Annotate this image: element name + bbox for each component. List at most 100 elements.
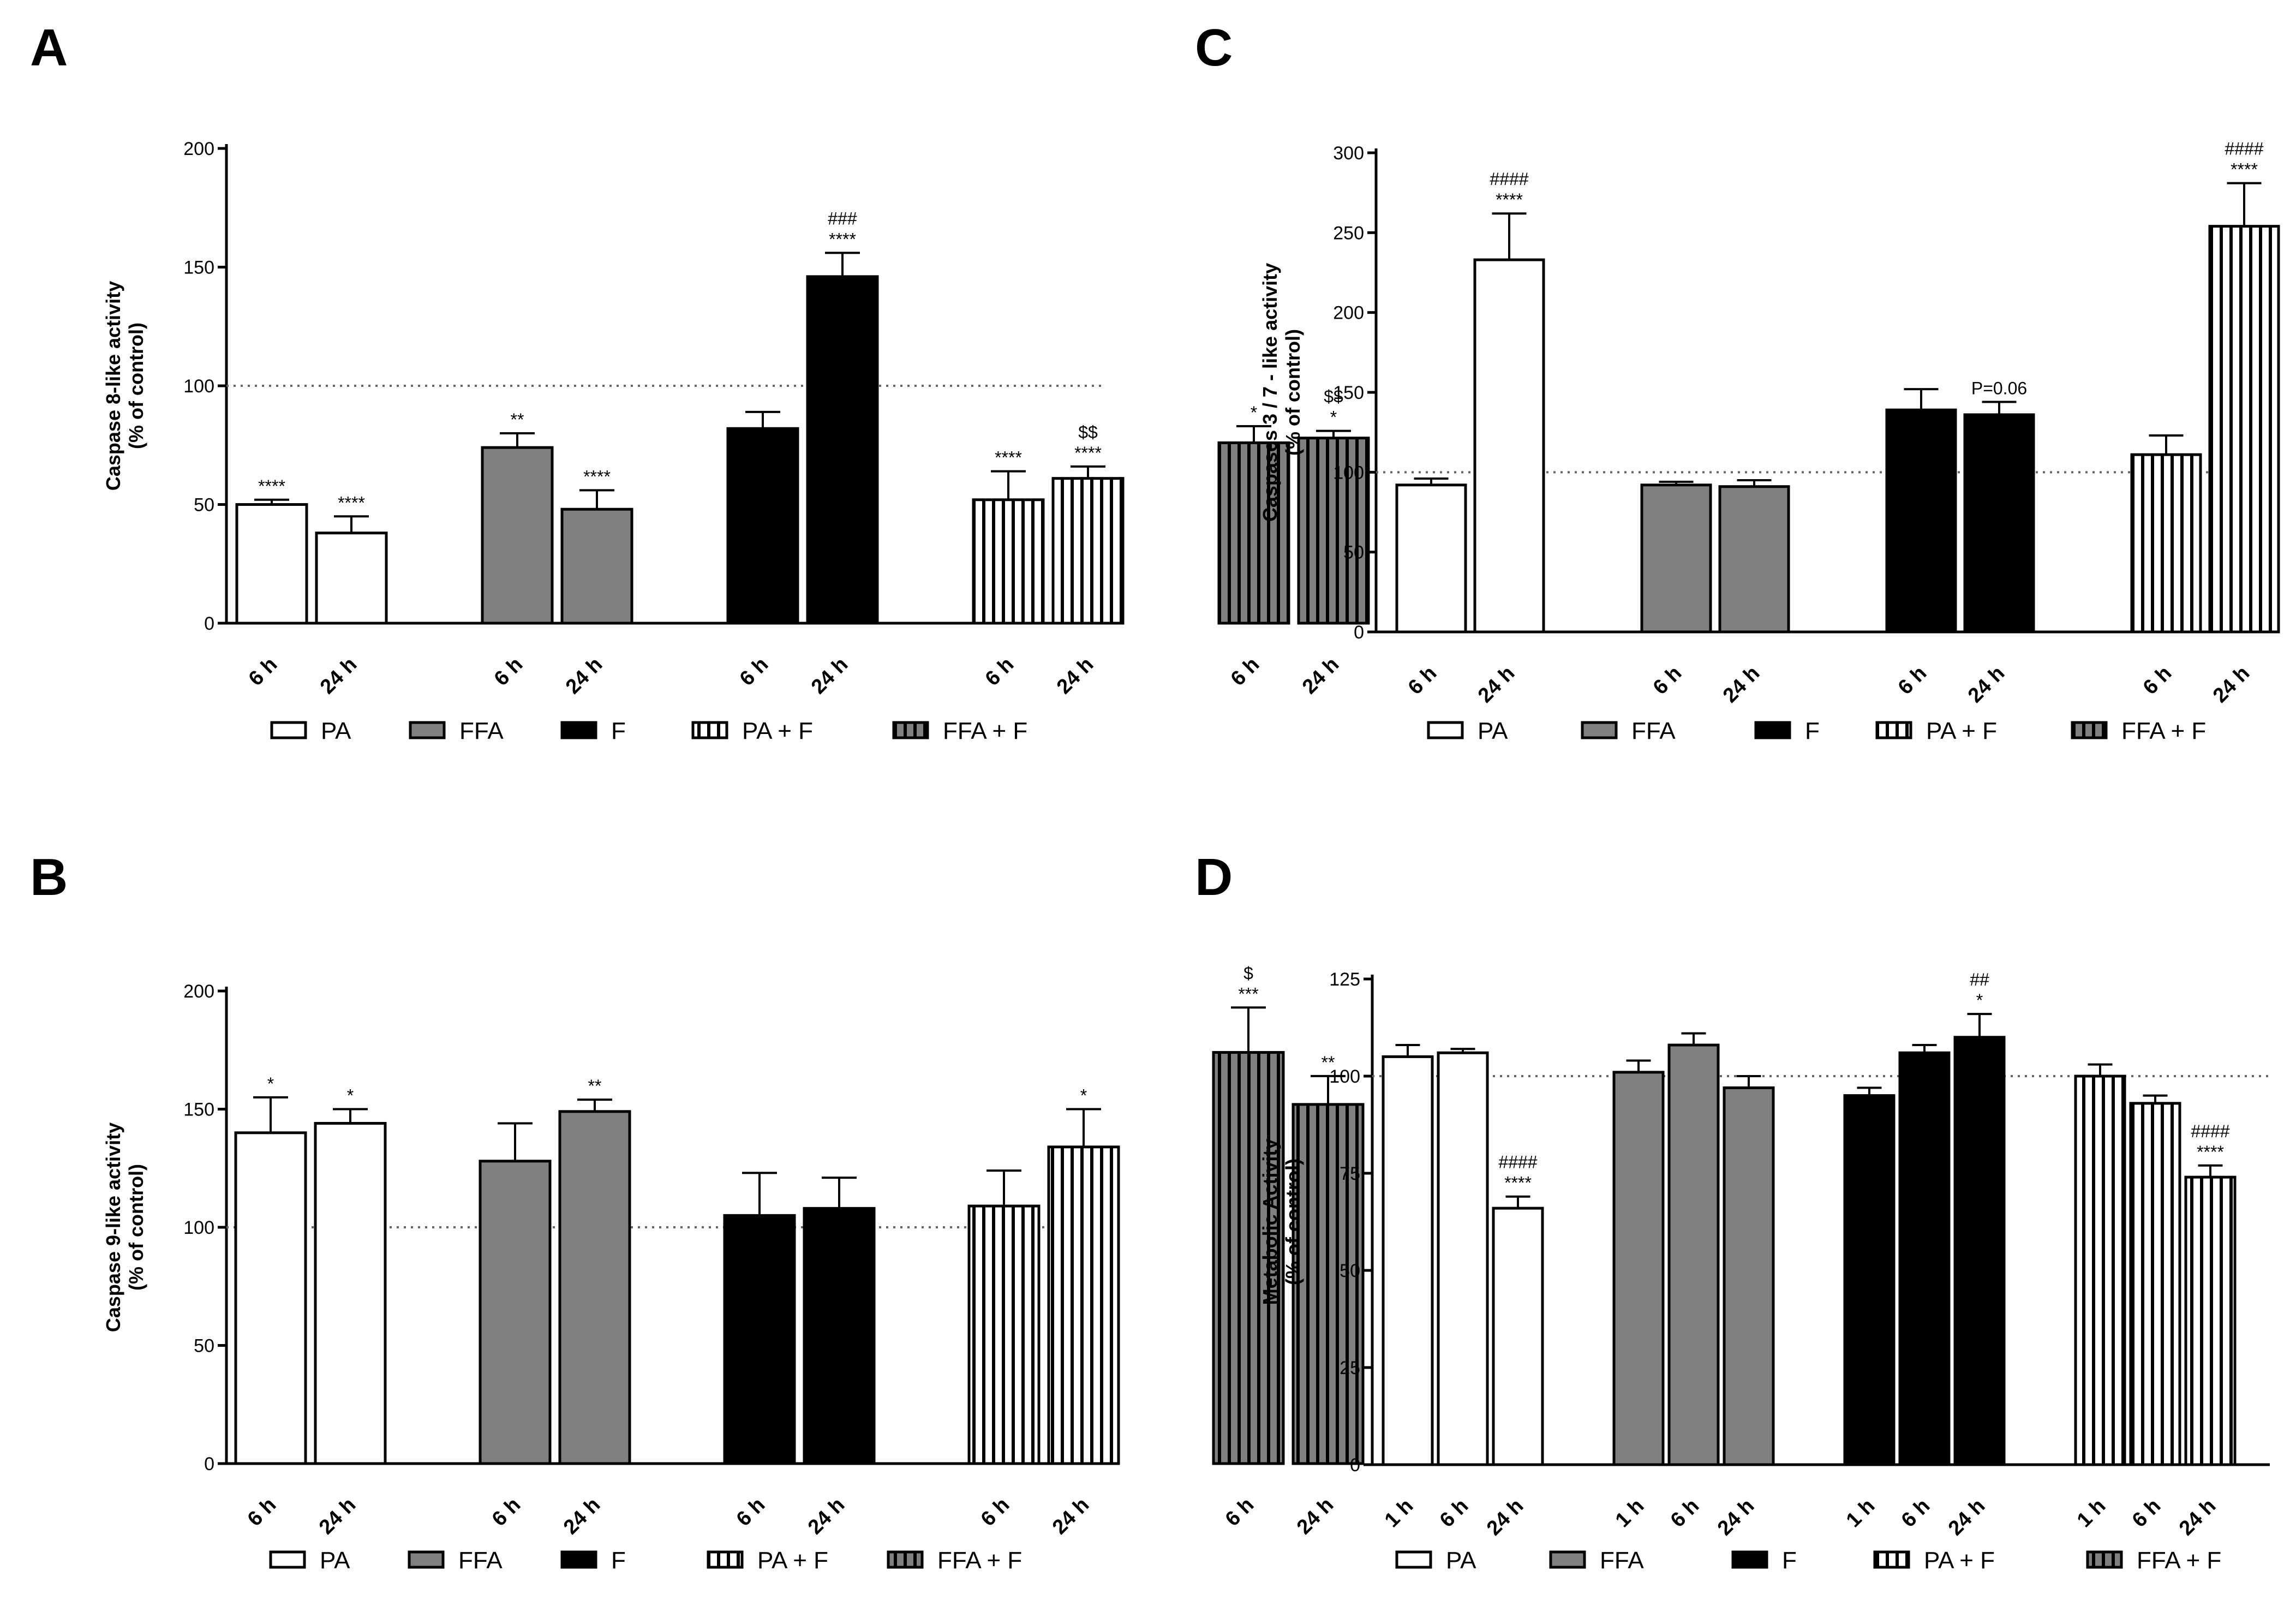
bar <box>1843 1094 1896 1466</box>
y-tick-label: 0 <box>1350 1455 1360 1476</box>
y-tick-label: 125 <box>1329 969 1360 990</box>
y-tick-label: 50 <box>194 1336 214 1357</box>
bar <box>1212 1051 1285 1465</box>
bar <box>1612 1071 1665 1466</box>
bar <box>803 1207 876 1465</box>
bar <box>1963 413 2035 634</box>
panel-letter: C <box>1195 19 1233 77</box>
bar <box>1492 1207 1544 1466</box>
y-tick-label: 100 <box>183 1217 214 1238</box>
legend-label: FFA <box>1600 1547 1644 1574</box>
bar <box>726 427 799 625</box>
significance-label: ** <box>1322 1053 1335 1072</box>
legend-swatch <box>707 1550 744 1569</box>
legend-swatch <box>1581 721 1618 739</box>
x-tick-label: 24 h <box>807 653 852 698</box>
bar <box>1382 1055 1434 1466</box>
legend-swatch <box>408 1550 445 1569</box>
legend-label: F <box>1805 718 1820 744</box>
significance-label: **** <box>583 467 611 486</box>
legend-label: PA <box>1478 718 1508 744</box>
y-tick-label: 50 <box>194 495 214 516</box>
x-tick-label: 24 h <box>2175 1495 2220 1540</box>
legend-swatch <box>269 1550 306 1569</box>
bar <box>1217 441 1290 625</box>
legend-label: FFA + F <box>943 718 1027 744</box>
y-tick-label: 100 <box>1333 462 1364 483</box>
y-tick-label: 200 <box>183 981 214 1002</box>
x-tick-label: 6 h <box>1649 662 1687 700</box>
bar <box>1473 258 1545 634</box>
y-tick-label: 100 <box>1329 1066 1360 1087</box>
significance-label: ## <box>1970 970 1989 989</box>
significance-label: ** <box>588 1076 602 1096</box>
x-tick-label: 6 h <box>1894 662 1932 700</box>
x-tick-label: 24 h <box>1964 662 2009 707</box>
x-tick-label: 24 h <box>1482 1495 1528 1540</box>
legend-label: FFA + F <box>2121 718 2206 744</box>
bar <box>481 446 554 625</box>
y-tick-label: 150 <box>183 258 214 278</box>
significance-label: #### <box>2225 139 2263 159</box>
y-tick-label: 200 <box>1333 303 1364 324</box>
legend-swatch <box>560 721 597 739</box>
bar <box>2184 1175 2237 1466</box>
legend-label: F <box>611 1547 626 1574</box>
x-tick-label: 24 h <box>1719 662 1764 707</box>
x-tick-label: 24 h <box>1298 653 1343 698</box>
panel-letter: B <box>30 848 68 906</box>
x-tick-label: 24 h <box>315 1494 360 1539</box>
y-tick-label: 50 <box>1343 542 1364 563</box>
y-tick-label: 250 <box>1333 223 1364 243</box>
significance-label: * <box>347 1086 354 1106</box>
x-tick-label: 6 h <box>2128 1495 2166 1532</box>
x-tick-label: 6 h <box>490 653 528 691</box>
significance-label: **** <box>2231 160 2258 180</box>
x-tick-label: 6 h <box>1666 1495 1704 1532</box>
y-tick-label: 0 <box>204 1454 214 1474</box>
x-tick-label: 1 h <box>1380 1495 1418 1532</box>
panel-letter: A <box>30 19 68 77</box>
significance-label: **** <box>1504 1173 1532 1193</box>
x-tick-label: 24 h <box>2209 662 2254 707</box>
x-tick-label: 24 h <box>316 653 361 698</box>
legend-label: PA <box>321 718 351 744</box>
x-tick-label: 6 h <box>488 1494 525 1531</box>
y-axis-label: (% of control) <box>125 323 147 449</box>
significance-label: * <box>267 1074 274 1094</box>
significance-label: * <box>1330 408 1337 427</box>
y-tick-label: 0 <box>204 613 214 634</box>
legend-label: PA <box>1446 1547 1476 1574</box>
bar <box>1051 477 1125 625</box>
y-tick-label: 0 <box>1354 622 1364 643</box>
x-tick-label: 6 h <box>1227 653 1264 691</box>
x-tick-label: 6 h <box>1404 662 1442 700</box>
significance-label: **** <box>2197 1142 2224 1162</box>
significance-label: $ <box>1243 963 1253 983</box>
x-tick-label: 24 h <box>559 1494 605 1539</box>
bar <box>1667 1043 1720 1466</box>
legend: PA FFA F PA + F FFA + F <box>1395 1547 2221 1574</box>
bar <box>2074 1074 2126 1466</box>
y-tick-label: 100 <box>183 376 214 397</box>
y-axis-label: Caspase 9-like activity <box>102 1123 124 1332</box>
bar <box>558 1110 631 1465</box>
y-tick-label: 200 <box>183 139 214 159</box>
x-tick-label: 6 h <box>1897 1495 1935 1532</box>
bar <box>235 503 308 625</box>
x-tick-label: 24 h <box>561 653 607 698</box>
bar <box>1718 485 1790 634</box>
bar <box>1953 1036 2006 1466</box>
x-tick-label: 1 h <box>2073 1495 2110 1532</box>
legend-swatch <box>892 721 929 739</box>
significance-label: $$ <box>1324 387 1343 407</box>
x-tick-label: 24 h <box>1944 1495 1989 1540</box>
significance-label: #### <box>1498 1153 1537 1172</box>
y-tick-label: 300 <box>1333 143 1364 164</box>
bar <box>2129 1102 2181 1466</box>
legend-swatch <box>1549 1550 1586 1569</box>
bar <box>1723 1086 1775 1466</box>
bar <box>479 1160 552 1465</box>
legend-label: PA + F <box>1924 1547 1995 1574</box>
